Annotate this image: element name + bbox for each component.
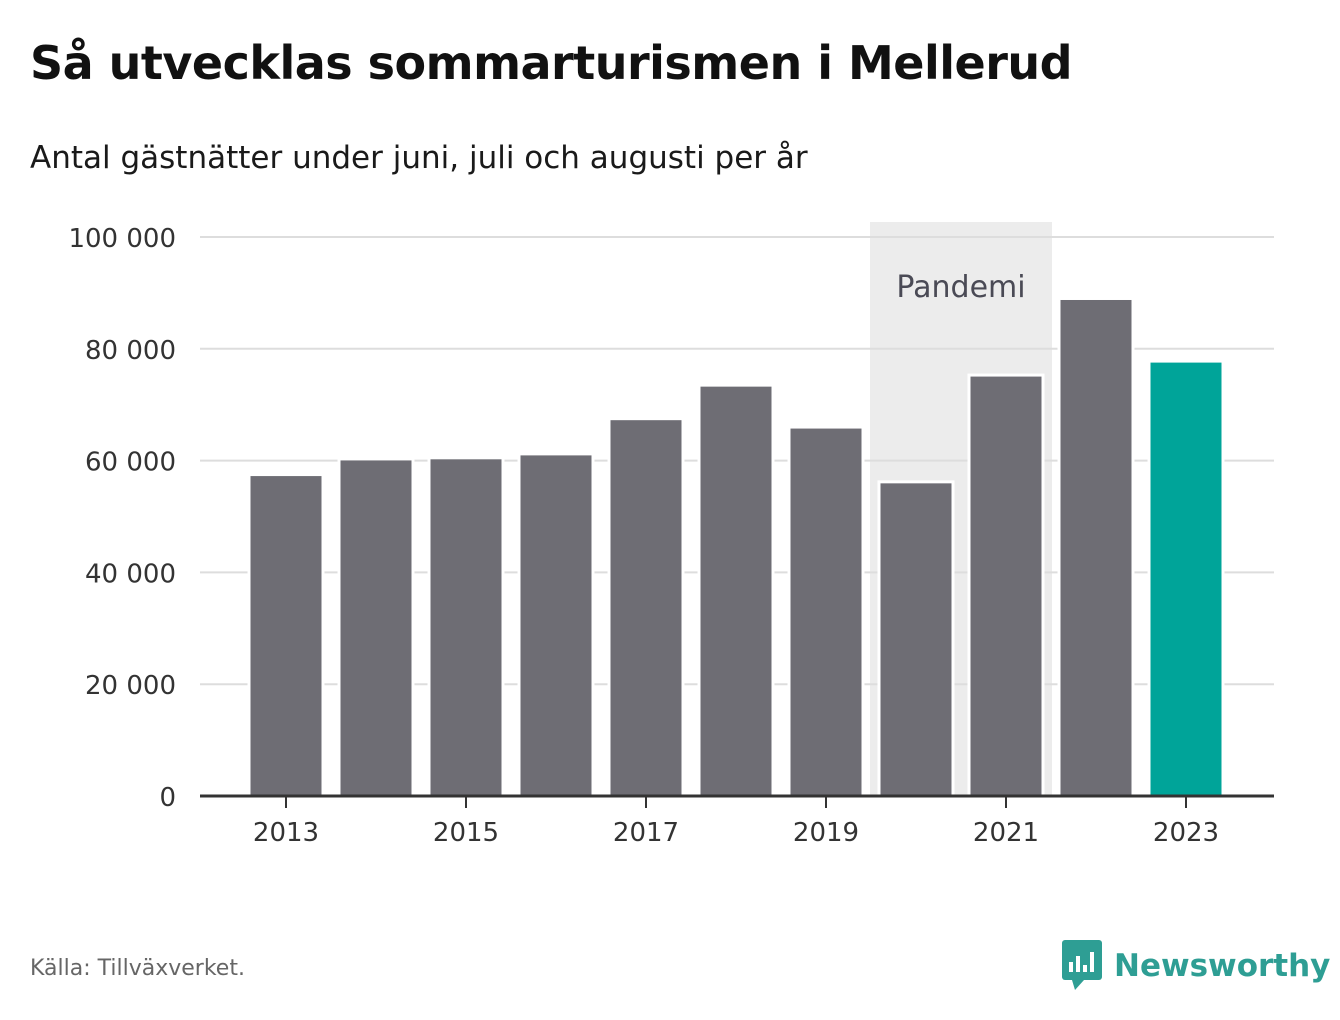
bar-layer: [247, 296, 1225, 798]
y-tick-label: 60 000: [85, 448, 176, 478]
bar-2018: [697, 383, 775, 798]
chart-subtitle: Antal gästnätter under juni, juli och au…: [30, 140, 808, 176]
y-tick-label: 40 000: [85, 559, 176, 589]
bar-2020: [877, 480, 955, 798]
brand-logo: Newsworthy: [1062, 940, 1330, 992]
brand-name: Newsworthy: [1114, 948, 1331, 984]
bar-2022: [1057, 296, 1135, 798]
axis-layer: 0 20 000 40 000 60 000 80 000 100 000 2013 2015…: [68, 224, 1274, 848]
y-tick-label: 80 000: [85, 336, 176, 366]
y-tick-label: 0: [159, 783, 176, 813]
x-tick-label: 2013: [253, 818, 319, 848]
x-tick-label: 2019: [793, 818, 859, 848]
y-tick-label: 20 000: [85, 671, 176, 701]
bar-2015: [427, 456, 505, 798]
x-tick-label: 2023: [1153, 818, 1219, 848]
bar-2019: [787, 425, 865, 798]
bar-2013: [247, 473, 325, 798]
source-note: Källa: Tillväxverket.: [30, 956, 245, 981]
bar-2014: [337, 457, 415, 798]
newsworthy-logo-icon: [1062, 940, 1102, 990]
y-tick-label: 100 000: [68, 224, 176, 254]
bar-2016: [517, 452, 595, 798]
pandemic-label: Pandemi: [896, 270, 1025, 305]
bar-2021: [967, 373, 1045, 798]
chart-title: Så utvecklas sommarturismen i Mellerud: [30, 36, 1073, 90]
x-tick-label: 2017: [613, 818, 679, 848]
bar-2023: [1147, 359, 1225, 798]
bar-chart: Pandemi 0 20 000 40 000 60 000 80 000 100 000…: [68, 222, 1274, 848]
bar-2017: [607, 417, 685, 798]
x-tick-label: 2015: [433, 818, 499, 848]
x-tick-label: 2021: [973, 818, 1039, 848]
